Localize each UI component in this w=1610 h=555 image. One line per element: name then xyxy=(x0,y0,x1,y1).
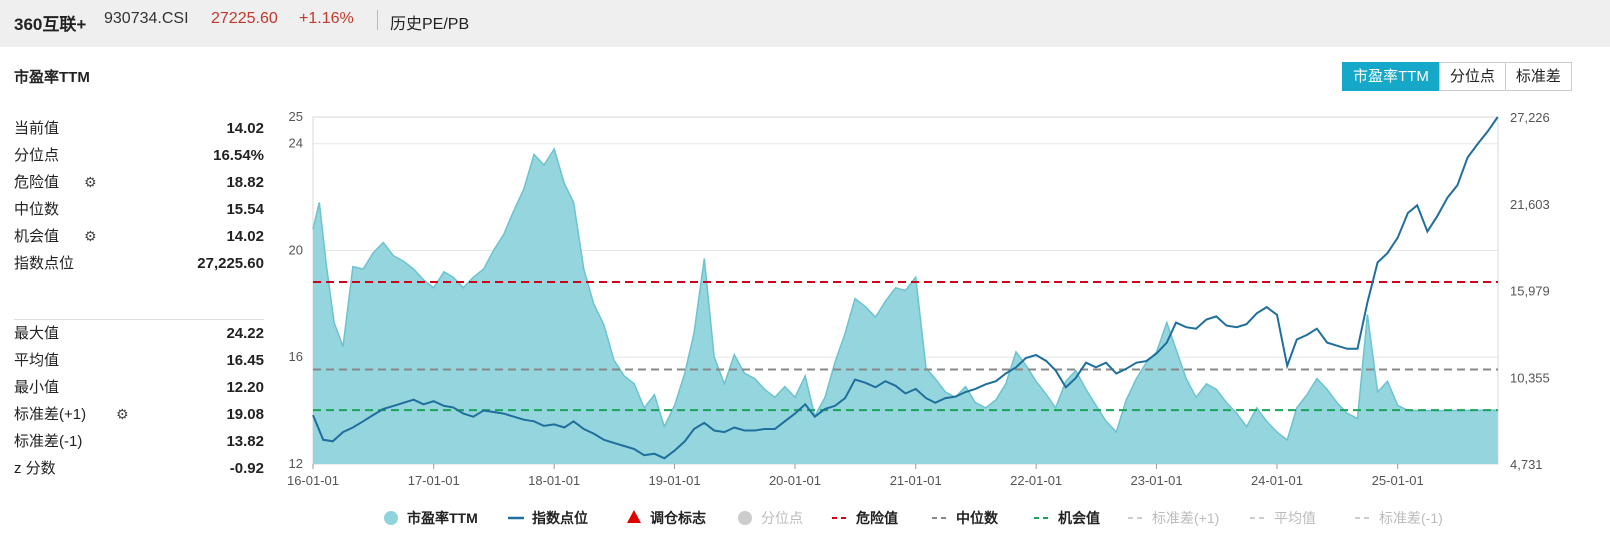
x-tick-label: 18-01-01 xyxy=(528,473,580,488)
y-right-tick-label: 21,603 xyxy=(1510,197,1550,212)
y-right-tick-label: 27,226 xyxy=(1510,110,1550,125)
gear-icon[interactable]: ⚙ xyxy=(84,174,97,190)
metric-tabs: 市盈率TTM 分位点 标准差 xyxy=(1342,62,1572,91)
gear-icon[interactable]: ⚙ xyxy=(84,228,97,244)
tab-pe-ttm[interactable]: 市盈率TTM xyxy=(1342,62,1440,91)
legend-label: 标准差(+1) xyxy=(1152,510,1219,526)
stat-index-level: 指数点位 27,225.60 xyxy=(14,255,264,272)
legend-marker xyxy=(384,511,398,525)
legend-label: 指数点位 xyxy=(532,510,588,526)
section-title[interactable]: 历史PE/PB xyxy=(390,16,470,33)
x-tick-label: 23-01-01 xyxy=(1131,473,1183,488)
stat-current: 当前值 14.02 xyxy=(14,120,264,137)
index-code: 930734.CSI xyxy=(104,10,189,27)
legend-marker xyxy=(738,511,752,525)
tab-std-dev[interactable]: 标准差 xyxy=(1504,62,1572,91)
pe-line xyxy=(312,147,1498,442)
stat-min: 最小值 12.20 xyxy=(14,379,264,396)
index-price: 27225.60 xyxy=(211,10,278,27)
legend-label: 标准差(-1) xyxy=(1379,510,1443,526)
legend-label: 中位数 xyxy=(956,510,999,526)
top-bar: 360互联+ 930734.CSI 27225.60 +1.16% 历史PE/P… xyxy=(0,0,1610,40)
x-tick-label: 22-01-01 xyxy=(1010,473,1062,488)
stat-opportunity: 机会值 ⚙ 14.02 xyxy=(14,223,264,250)
x-tick-label: 25-01-01 xyxy=(1372,473,1424,488)
pe-area xyxy=(313,149,1498,464)
y-left-tick-label: 24 xyxy=(289,136,303,151)
stats-divider xyxy=(14,319,264,320)
stat-std-minus: 标准差(-1) 13.82 xyxy=(14,433,264,450)
index-line xyxy=(312,116,1499,460)
x-tick-label: 20-01-01 xyxy=(769,473,821,488)
x-tick-label: 21-01-01 xyxy=(890,473,942,488)
y-left-tick-label: 16 xyxy=(289,349,303,364)
y-right-tick-label: 10,355 xyxy=(1510,370,1550,385)
legend-label: 分位点 xyxy=(761,510,803,526)
stat-std-plus: 标准差(+1) ⚙ 19.08 xyxy=(14,401,264,428)
stat-mean: 平均值 16.45 xyxy=(14,352,264,369)
y-right-tick-label: 4,731 xyxy=(1510,457,1543,472)
x-tick-label: 17-01-01 xyxy=(408,473,460,488)
stat-percentile: 分位点 16.54% xyxy=(14,147,264,164)
panel-title: 市盈率TTM xyxy=(14,69,90,86)
legend-label: 机会值 xyxy=(1058,510,1100,526)
stat-zscore: z 分数 -0.92 xyxy=(14,460,264,477)
x-tick-label: 24-01-01 xyxy=(1251,473,1303,488)
stat-max: 最大值 24.22 xyxy=(14,325,264,342)
x-tick-label: 19-01-01 xyxy=(649,473,701,488)
y-left-tick-label: 25 xyxy=(289,109,303,124)
header-divider xyxy=(377,10,378,30)
stats-bottom: 最大值 24.22 平均值 16.45 最小值 12.20 标准差(+1) ⚙ 19.08… xyxy=(14,320,264,482)
legend-label: 危险值 xyxy=(855,510,898,526)
stat-median: 中位数 15.54 xyxy=(14,201,264,218)
stat-danger: 危险值 ⚙ 18.82 xyxy=(14,169,264,196)
chart-card: 市盈率TTM 市盈率TTM 分位点 标准差 当前值 14.02 分位点 16.54%… xyxy=(0,47,1610,555)
index-name: 360互联+ xyxy=(14,15,87,34)
y-left-tick-label: 12 xyxy=(289,456,303,471)
legend-label: 平均值 xyxy=(1274,510,1316,526)
legend-label: 调仓标志 xyxy=(650,510,706,526)
tab-percentile[interactable]: 分位点 xyxy=(1438,62,1506,91)
index-change: +1.16% xyxy=(299,10,354,27)
legend-marker xyxy=(627,510,641,523)
y-right-tick-label: 15,979 xyxy=(1510,284,1550,299)
x-tick-label: 16-01-01 xyxy=(287,473,339,488)
gear-icon[interactable]: ⚙ xyxy=(116,406,129,422)
stats-top: 当前值 14.02 分位点 16.54% 危险值 ⚙ 18.82 中位数 15.54 机会… xyxy=(14,115,264,277)
y-left-tick-label: 20 xyxy=(289,242,303,257)
legend-label: 市盈率TTM xyxy=(407,510,478,526)
